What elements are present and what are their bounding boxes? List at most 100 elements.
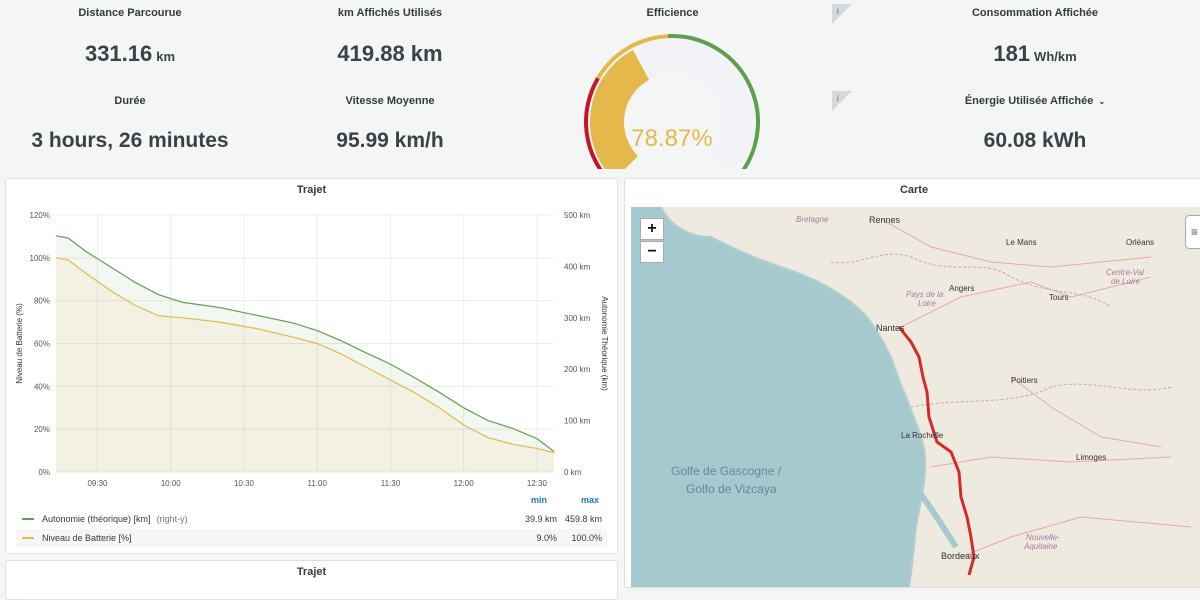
x-tick-label: 09:30 bbox=[87, 479, 108, 488]
stat-distance-value: 331.16 km bbox=[40, 41, 220, 67]
bottom-trip-panel-title[interactable]: Trajet bbox=[296, 566, 327, 578]
legend-item-min: 9.0% bbox=[536, 533, 557, 543]
gauge-fill bbox=[590, 49, 650, 169]
stat-km-used-value: 419.88 km bbox=[337, 41, 443, 66]
y2-tick-label: 100 km bbox=[564, 417, 591, 426]
info-icon[interactable]: i bbox=[832, 4, 852, 24]
stat-distance-unit: km bbox=[156, 49, 176, 64]
map-route bbox=[897, 326, 976, 576]
map-label-nouvelle-2: Aquitaine bbox=[1023, 542, 1058, 551]
map-label-pays-loire-1: Pays de la bbox=[906, 290, 944, 299]
map-roads bbox=[880, 218, 1192, 558]
y2-tick-label: 400 km bbox=[564, 262, 591, 271]
legend-item-max: 100.0% bbox=[571, 533, 602, 543]
map-label-poitiers: Poitiers bbox=[1011, 376, 1038, 385]
y-tick-label: 100% bbox=[30, 254, 50, 263]
x-tick-label: 12:00 bbox=[454, 479, 475, 488]
map-label-centre-2: de Loire bbox=[1111, 277, 1140, 286]
legend-item-max: 459.8 km bbox=[564, 514, 602, 524]
map-view[interactable]: Bretagne Rennes Le Mans Orléans Pays de … bbox=[631, 207, 1200, 587]
legend-min-header[interactable]: min bbox=[530, 495, 547, 505]
zoom-in-button[interactable]: + bbox=[640, 218, 664, 240]
efficiency-gauge: 78.87% bbox=[584, 34, 760, 169]
y-tick-label: 20% bbox=[34, 425, 50, 434]
stat-duration-value: 3 hours, 26 minutes bbox=[31, 129, 229, 152]
svg-text:i: i bbox=[837, 7, 839, 16]
y2-tick-label: 0 km bbox=[564, 468, 582, 477]
map-label-golfe-1: Golfe de Gascogne / bbox=[671, 464, 782, 478]
y-tick-label: 80% bbox=[34, 297, 50, 306]
info-icon[interactable]: i bbox=[832, 91, 852, 111]
legend-item-min: 39.9 km bbox=[524, 514, 557, 524]
map-regions bbox=[830, 253, 1172, 408]
stat-avg-speed-label: Vitesse Moyenne bbox=[345, 95, 435, 107]
x-tick-label: 12:30 bbox=[527, 479, 548, 488]
y-tick-label: 0% bbox=[38, 468, 50, 477]
x-tick-label: 11:30 bbox=[381, 479, 401, 488]
map-panel-title[interactable]: Carte bbox=[899, 184, 929, 196]
y-tick-label: 120% bbox=[30, 211, 50, 220]
legend-item-autonomie[interactable]: Autonomie (théorique) [km] (right-y) 39.… bbox=[16, 510, 607, 528]
y2-tick-label: 200 km bbox=[564, 365, 591, 374]
map-sea bbox=[631, 207, 926, 587]
stat-consumption-number: 181 bbox=[993, 41, 1031, 66]
y-tick-label: 60% bbox=[34, 340, 50, 349]
gauge-value: 78.87% bbox=[631, 125, 712, 152]
stat-distance-label: Distance Parcourue bbox=[78, 7, 182, 19]
map-panel: Carte Bretagne Rennes Le Mans Orléans Pa… bbox=[624, 178, 1200, 588]
map-label-pays-loire-2: Loire bbox=[918, 299, 936, 308]
legend-item-label: Autonomie (théorique) [km] bbox=[42, 514, 151, 524]
bottom-trip-panel: Trajet bbox=[5, 560, 618, 600]
stat-avg-speed-value: 95.99 km/h bbox=[336, 129, 444, 152]
trip-chart: 0% 20% 40% 60% 80% 100% 120% 0 km 100 km 200 km 30… bbox=[15, 211, 609, 488]
map-label-nantes: Nantes bbox=[876, 323, 905, 333]
stat-energy-value: 60.08 kWh bbox=[983, 129, 1087, 152]
stat-distance-number: 331.16 bbox=[84, 41, 153, 66]
map-label-orleans: Orléans bbox=[1126, 238, 1154, 247]
y2-tick-label: 300 km bbox=[564, 314, 591, 323]
series-area bbox=[56, 235, 554, 472]
map-label-tours: Tours bbox=[1049, 293, 1069, 302]
map-label-le-mans: Le Mans bbox=[1006, 238, 1037, 247]
trip-panel: Trajet 0% 20% 40% 60% 80% 100% 120% 0 km 100 km 2… bbox=[5, 178, 618, 554]
stat-energy-label[interactable]: Énergie Utilisée Affichée ⌄ bbox=[960, 95, 1110, 107]
gauge-threshold-yellow bbox=[596, 34, 668, 80]
series-line bbox=[55, 257, 555, 454]
map-gironde bbox=[916, 490, 959, 549]
chevron-down-icon[interactable]: ⌄ bbox=[1098, 97, 1106, 106]
x-tick-label: 11:00 bbox=[307, 479, 327, 488]
trip-panel-title[interactable]: Trajet bbox=[296, 184, 327, 196]
layers-control-button[interactable]: ≡ bbox=[1185, 215, 1200, 249]
map-label-angers: Angers bbox=[949, 284, 974, 293]
map-label-golfe-2: Golfo de Vizcaya bbox=[686, 482, 777, 496]
legend-max-header[interactable]: max bbox=[580, 495, 599, 505]
map-coast bbox=[660, 207, 927, 587]
legend-item-batterie[interactable]: Niveau de Batterie [%] 9.0% 100.0% bbox=[16, 529, 607, 547]
zoom-out-button[interactable]: − bbox=[640, 241, 664, 263]
gauge-threshold-green bbox=[667, 34, 760, 169]
map-label-bordeaux: Bordeaux bbox=[941, 551, 980, 561]
stat-consumption-unit: Wh/km bbox=[1034, 49, 1077, 64]
y-axis-label: Niveau de Batterie (%) bbox=[15, 303, 24, 384]
legend-swatch bbox=[22, 518, 34, 520]
map-label-la-rochelle: La Rochelle bbox=[901, 431, 944, 440]
y2-axis-label: Autonomie Théorique (km) bbox=[600, 296, 609, 391]
map-label-centre-1: Centre-Val bbox=[1106, 268, 1144, 277]
legend-swatch bbox=[22, 537, 34, 539]
stat-km-used-label: km Affichés Utilisés bbox=[337, 7, 443, 19]
legend-item-label: Niveau de Batterie [%] bbox=[42, 533, 132, 543]
map-label-nouvelle-1: Nouvelle- bbox=[1026, 533, 1060, 542]
map-label-limoges: Limoges bbox=[1076, 453, 1106, 462]
stat-efficiency-label: Efficience bbox=[646, 7, 699, 19]
series-area bbox=[56, 257, 554, 472]
stat-energy-label-text: Énergie Utilisée Affichée bbox=[964, 95, 1094, 107]
layers-icon: ≡ bbox=[1191, 225, 1199, 239]
stat-consumption-label: Consommation Affichée bbox=[971, 7, 1099, 19]
svg-text:i: i bbox=[837, 94, 839, 103]
y2-tick-label: 500 km bbox=[564, 211, 591, 220]
stat-duration-label: Durée bbox=[114, 95, 146, 107]
map-label-bretagne: Bretagne bbox=[796, 215, 829, 224]
y-tick-label: 40% bbox=[34, 382, 50, 391]
map-label-rennes: Rennes bbox=[869, 215, 901, 225]
x-tick-label: 10:00 bbox=[161, 479, 182, 488]
